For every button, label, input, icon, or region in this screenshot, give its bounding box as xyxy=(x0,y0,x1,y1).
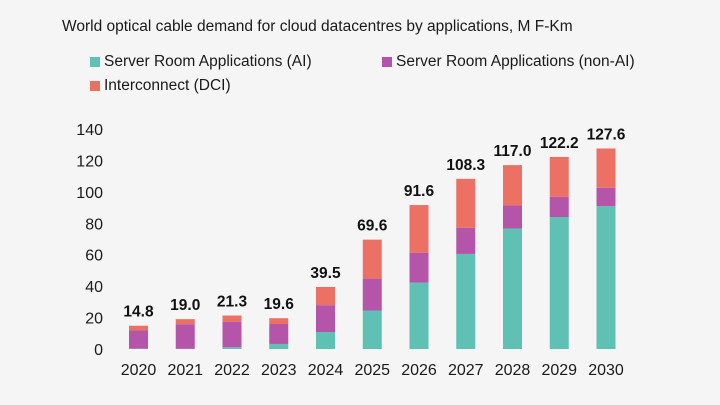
total-label-2028: 117.0 xyxy=(494,143,532,160)
bar-segment-non-ai-2020 xyxy=(129,330,148,349)
bar-segment-ai-2023 xyxy=(269,343,289,349)
x-tick-label-2030: 2030 xyxy=(588,362,624,379)
bar-segment-ai-2027 xyxy=(456,253,476,349)
bar-segment-dci-2029 xyxy=(549,156,569,197)
total-label-2026: 91.6 xyxy=(404,183,435,200)
bar-segment-non-ai-2024 xyxy=(316,305,335,333)
legend-label-dci: Interconnect (DCI) xyxy=(104,77,231,94)
legend-swatch-ai xyxy=(90,57,100,67)
bar-segment-non-ai-2030 xyxy=(596,187,616,207)
bar-segment-ai-2029 xyxy=(549,217,569,349)
chart-title: World optical cable demand for cloud dat… xyxy=(62,18,573,35)
bar-segment-ai-2022 xyxy=(222,347,242,349)
x-tick-label-2020: 2020 xyxy=(121,362,157,379)
bar-segment-non-ai-2025 xyxy=(362,278,382,311)
bar-segment-dci-2028 xyxy=(503,165,522,206)
legend-swatch-dci xyxy=(90,81,100,91)
bar-segment-non-ai-2027 xyxy=(456,227,476,254)
x-tick-label-2022: 2022 xyxy=(214,362,250,379)
y-tick-label: 20 xyxy=(85,311,103,328)
legend-label-non-ai: Server Room Applications (non-AI) xyxy=(396,53,635,70)
y-tick-label: 80 xyxy=(85,216,103,233)
bar-segment-dci-2023 xyxy=(269,318,289,325)
total-label-2020: 14.8 xyxy=(123,304,154,321)
x-tick-label-2026: 2026 xyxy=(401,362,437,379)
bar-segment-dci-2020 xyxy=(129,325,148,331)
bar-segment-ai-2024 xyxy=(316,332,335,349)
y-tick-label: 120 xyxy=(76,153,103,170)
x-tick-label-2027: 2027 xyxy=(448,362,484,379)
bar-segment-dci-2022 xyxy=(222,315,242,322)
y-tick-label: 60 xyxy=(85,248,103,265)
legend-item-ai: Server Room Applications (AI) xyxy=(90,53,312,71)
x-tick-label-2025: 2025 xyxy=(354,362,390,379)
total-label-2024: 39.5 xyxy=(310,265,341,282)
bar-segment-non-ai-2028 xyxy=(503,205,522,229)
bar-segment-non-ai-2026 xyxy=(409,252,429,283)
total-label-2027: 108.3 xyxy=(446,157,485,174)
total-labels: 14.8 19.0 21.3 19.6 39.5 69.6 91.6 108.3 117.0 12… xyxy=(123,126,625,320)
y-axis-ticks: 0 20 40 60 80 100 120 140 xyxy=(76,122,103,359)
bar-segment-ai-2028 xyxy=(503,228,522,349)
y-tick-label: 0 xyxy=(94,342,103,359)
bar-segment-non-ai-2021 xyxy=(175,324,195,349)
bar-segment-non-ai-2023 xyxy=(269,324,289,344)
bar-segment-dci-2025 xyxy=(362,239,382,279)
total-label-2021: 19.0 xyxy=(170,297,200,314)
total-label-2025: 69.6 xyxy=(357,218,388,235)
x-tick-label-2029: 2029 xyxy=(541,362,577,379)
bar-segment-dci-2024 xyxy=(316,286,335,306)
bar-segment-ai-2026 xyxy=(409,282,429,349)
bars xyxy=(129,148,616,349)
bar-segment-ai-2030 xyxy=(596,206,616,349)
y-tick-label: 100 xyxy=(76,185,103,202)
bar-segment-non-ai-2022 xyxy=(222,321,242,348)
legend-item-non-ai: Server Room Applications (non-AI) xyxy=(382,53,635,71)
bar-segment-dci-2026 xyxy=(409,205,429,253)
bar-segment-non-ai-2029 xyxy=(549,196,569,217)
bar-segment-dci-2021 xyxy=(175,319,195,325)
total-label-2030: 127.6 xyxy=(587,126,626,143)
x-axis-ticks: 2020 2021 2022 2023 2024 2025 2026 2027 2028 2029… xyxy=(121,362,624,379)
bar-segment-dci-2027 xyxy=(456,178,476,228)
x-tick-label-2024: 2024 xyxy=(308,362,344,379)
total-label-2023: 19.6 xyxy=(264,296,295,313)
y-tick-label: 140 xyxy=(76,122,103,139)
x-tick-label-2028: 2028 xyxy=(495,362,531,379)
x-tick-label-2023: 2023 xyxy=(261,362,297,379)
legend-label-ai: Server Room Applications (AI) xyxy=(104,53,312,70)
total-label-2022: 21.3 xyxy=(217,294,248,311)
legend-item-dci: Interconnect (DCI) xyxy=(90,77,231,95)
x-tick-label-2021: 2021 xyxy=(167,362,203,379)
y-tick-label: 40 xyxy=(85,279,103,296)
bar-segment-ai-2025 xyxy=(362,310,382,349)
legend-swatch-non-ai xyxy=(382,57,392,67)
bar-segment-dci-2030 xyxy=(596,148,616,188)
total-label-2029: 122.2 xyxy=(540,135,579,152)
